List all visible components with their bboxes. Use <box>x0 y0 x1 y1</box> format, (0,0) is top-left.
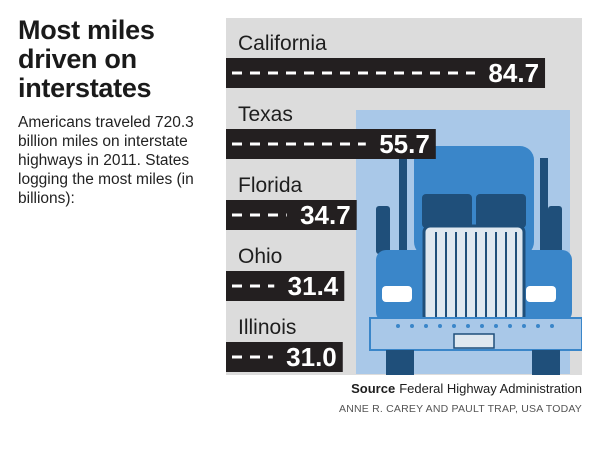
truck-grille <box>422 224 526 324</box>
truck-headlight-right <box>526 286 556 302</box>
category-label: Illinois <box>238 316 296 339</box>
bar <box>226 342 343 372</box>
source-label: Source <box>351 381 396 396</box>
value-label: 31.0 <box>286 342 337 372</box>
truck-mirror-left <box>376 206 390 254</box>
value-label: 84.7 <box>488 58 539 88</box>
bar <box>226 200 357 230</box>
chart-subtitle: Americans traveled 720.3 billion miles o… <box>18 114 194 207</box>
category-label: Texas <box>238 103 293 126</box>
bar <box>226 271 345 301</box>
category-label: Ohio <box>238 245 282 268</box>
bar-chart: California 84.7 Texas 55.7 Florida 34.7 Ohio 31… <box>226 32 582 375</box>
category-label: California <box>238 32 327 55</box>
credit-line: ANNE R. CAREY AND PAULT TRAP, USA TODAY <box>339 403 582 415</box>
truck-exhaust-left <box>399 158 407 278</box>
truck-tire-right <box>532 350 560 375</box>
category-label: Florida <box>238 174 303 197</box>
truck-tire-left <box>386 350 414 375</box>
truck-window-left <box>422 194 472 228</box>
value-label: 55.7 <box>379 129 430 159</box>
value-label: 31.4 <box>288 271 339 301</box>
chart-title: Most miles driven on interstates <box>18 15 155 103</box>
source-text: Federal Highway Administration <box>399 381 582 396</box>
value-label: 34.7 <box>300 200 351 230</box>
truck-window-right <box>476 194 526 228</box>
truck-headlight-left <box>382 286 412 302</box>
truck-exhaust-right <box>540 158 548 278</box>
source-line: Source Federal Highway Administration <box>351 381 582 396</box>
bars-layer: California 84.7 Texas 55.7 Florida 34.7 Ohio 31… <box>226 32 546 372</box>
truck-mirror-right <box>548 206 562 254</box>
truck-license-plate <box>453 333 495 349</box>
